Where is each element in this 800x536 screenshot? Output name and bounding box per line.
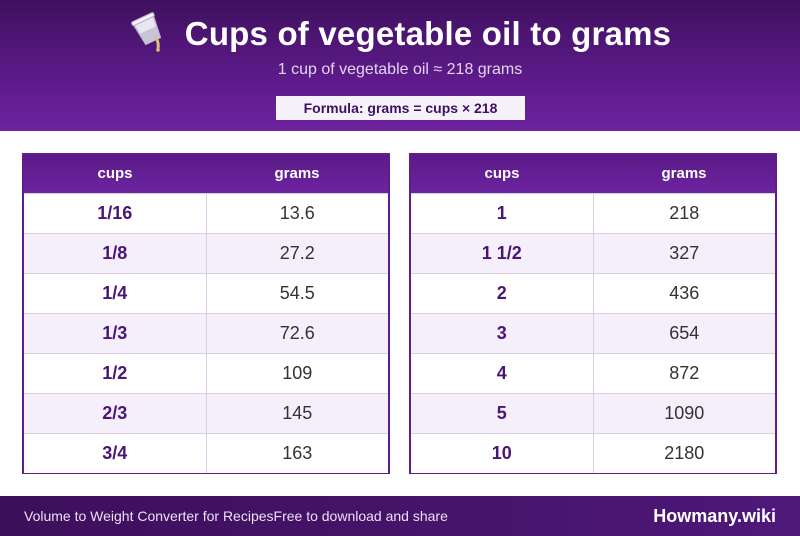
table-row: 10 2180 (411, 432, 775, 473)
table-row: 1/4 54.5 (24, 272, 388, 313)
table-row: 2/3 145 (24, 392, 388, 433)
cups-cell: 1/4 (24, 272, 207, 313)
cups-cell: 5 (411, 392, 594, 433)
grams-cell: 2180 (593, 432, 775, 473)
grams-cell: 109 (206, 352, 388, 393)
table-row: 2 436 (411, 272, 775, 313)
grams-cell: 1090 (593, 392, 775, 433)
cups-cell: 1/16 (24, 192, 207, 233)
footer-note: Free to download and share (273, 508, 448, 524)
page-subtitle: 1 cup of vegetable oil ≈ 218 grams (277, 61, 523, 78)
conversion-table-left: cups grams 1/16 13.6 1/8 27.2 1/4 54.5 1/3 7… (22, 153, 390, 474)
table-row: 1/3 72.6 (24, 312, 388, 353)
page-title: Cups of vegetable oil to grams (184, 15, 672, 52)
grams-cell: 872 (593, 352, 775, 393)
cups-cell: 1/3 (24, 312, 207, 353)
column-header-grams: grams (593, 155, 775, 193)
grams-cell: 145 (206, 392, 388, 433)
brand-link[interactable]: Howmany.wiki (653, 505, 776, 526)
grams-cell: 72.6 (206, 312, 388, 353)
table-row: 1/16 13.6 (24, 192, 388, 233)
cups-cell: 10 (411, 432, 594, 473)
table-row: 3 654 (411, 312, 775, 353)
formula-badge: Formula: grams = cups × 218 (276, 96, 525, 120)
table-row: 1 1/2 327 (411, 232, 775, 273)
column-header-cups: cups (24, 155, 206, 193)
grams-cell: 327 (593, 232, 775, 273)
cups-cell: 4 (411, 352, 594, 393)
grams-cell: 54.5 (206, 272, 388, 313)
table-row: 3/4 163 (24, 432, 388, 473)
cups-cell: 1/8 (24, 232, 207, 273)
grams-cell: 436 (593, 272, 775, 313)
grams-cell: 13.6 (206, 192, 388, 233)
table-header-row: cups grams (24, 155, 388, 193)
table-row: 5 1090 (411, 392, 775, 433)
table-header-row: cups grams (411, 155, 775, 193)
cups-cell: 2 (411, 272, 594, 313)
footer-bar: Volume to Weight Converter for Recipes Fr… (0, 496, 800, 536)
column-header-grams: grams (206, 155, 388, 193)
table-row: 1 218 (411, 192, 775, 233)
title-row: Cups of vegetable oil to grams (0, 10, 800, 58)
cups-cell: 1/2 (24, 352, 207, 393)
table-row: 1/8 27.2 (24, 232, 388, 273)
footer-left: Volume to Weight Converter for Recipes Fr… (24, 496, 448, 536)
grams-cell: 27.2 (206, 232, 388, 273)
conversion-table-right: cups grams 1 218 1 1/2 327 2 436 3 654 4 872 … (409, 153, 777, 474)
cups-cell: 1 1/2 (411, 232, 594, 273)
table-row: 4 872 (411, 352, 775, 393)
header-banner: Cups of vegetable oil to grams 1 cup of … (0, 0, 800, 131)
cups-cell: 2/3 (24, 392, 207, 433)
cups-cell: 1 (411, 192, 594, 233)
grams-cell: 163 (206, 432, 388, 473)
measuring-cup-pouring-icon (129, 11, 167, 57)
table-row: 1/2 109 (24, 352, 388, 393)
grams-cell: 218 (593, 192, 775, 233)
cups-cell: 3 (411, 312, 594, 353)
cups-cell: 3/4 (24, 432, 207, 473)
grams-cell: 654 (593, 312, 775, 353)
footer-tagline: Volume to Weight Converter for Recipes (24, 508, 274, 524)
column-header-cups: cups (411, 155, 593, 193)
